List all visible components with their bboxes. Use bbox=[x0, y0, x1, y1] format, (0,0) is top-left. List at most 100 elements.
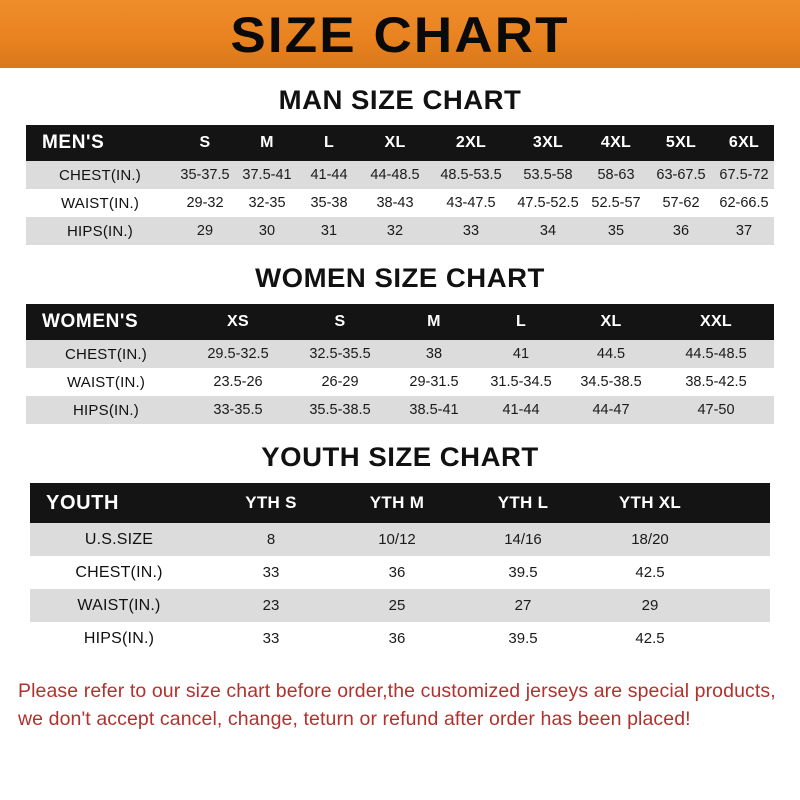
men-header-label: MEN'S bbox=[26, 125, 174, 161]
women-size-col-5: XXL bbox=[658, 304, 774, 340]
table-row: WAIST(IN.) 23.5-26 26-29 29-31.5 31.5-34… bbox=[26, 368, 774, 396]
youth-size-col-2: YTH L bbox=[460, 483, 586, 523]
women-cell-0-4: 44.5 bbox=[564, 340, 658, 368]
youth-cell-3-2: 39.5 bbox=[460, 622, 586, 655]
youth-section-title: YOUTH SIZE CHART bbox=[261, 442, 539, 472]
women-cell-2-4: 44-47 bbox=[564, 396, 658, 424]
table-row: WAIST(IN.) 29-32 32-35 35-38 38-43 43-47… bbox=[26, 189, 774, 217]
women-size-col-2: M bbox=[390, 304, 478, 340]
youth-size-table: YOUTH YTH S YTH M YTH L YTH XL U.S.SIZE … bbox=[30, 483, 770, 655]
men-row-label-0: CHEST(IN.) bbox=[26, 161, 174, 189]
women-size-col-4: XL bbox=[564, 304, 658, 340]
women-cell-2-3: 41-44 bbox=[478, 396, 564, 424]
youth-cell-1-spacer bbox=[714, 556, 770, 589]
youth-cell-3-0: 33 bbox=[208, 622, 334, 655]
men-cell-0-4: 48.5-53.5 bbox=[430, 161, 512, 189]
table-row: HIPS(IN.) 33-35.5 35.5-38.5 38.5-41 41-4… bbox=[26, 396, 774, 424]
youth-cell-2-2: 27 bbox=[460, 589, 586, 622]
youth-row-label-3: HIPS(IN.) bbox=[30, 622, 208, 655]
men-cell-0-6: 58-63 bbox=[584, 161, 648, 189]
women-cell-2-1: 35.5-38.5 bbox=[290, 396, 390, 424]
men-cell-2-2: 31 bbox=[298, 217, 360, 245]
table-row: CHEST(IN.) 33 36 39.5 42.5 bbox=[30, 556, 770, 589]
men-cell-1-3: 38-43 bbox=[360, 189, 430, 217]
women-cell-2-2: 38.5-41 bbox=[390, 396, 478, 424]
women-cell-2-5: 47-50 bbox=[658, 396, 774, 424]
men-cell-2-0: 29 bbox=[174, 217, 236, 245]
order-policy-note: Please refer to our size chart before or… bbox=[18, 677, 782, 734]
youth-cell-1-1: 36 bbox=[334, 556, 460, 589]
men-cell-0-2: 41-44 bbox=[298, 161, 360, 189]
men-size-col-7: 5XL bbox=[648, 125, 714, 161]
youth-cell-1-0: 33 bbox=[208, 556, 334, 589]
men-cell-2-5: 34 bbox=[512, 217, 584, 245]
women-cell-0-5: 44.5-48.5 bbox=[658, 340, 774, 368]
men-cell-1-5: 47.5-52.5 bbox=[512, 189, 584, 217]
men-cell-1-0: 29-32 bbox=[174, 189, 236, 217]
men-size-col-0: S bbox=[174, 125, 236, 161]
youth-cell-2-spacer bbox=[714, 589, 770, 622]
table-row: HIPS(IN.) 29 30 31 32 33 34 35 36 37 bbox=[26, 217, 774, 245]
men-cell-0-0: 35-37.5 bbox=[174, 161, 236, 189]
men-cell-2-8: 37 bbox=[714, 217, 774, 245]
men-size-col-5: 3XL bbox=[512, 125, 584, 161]
youth-cell-0-3: 18/20 bbox=[586, 523, 714, 556]
youth-cell-3-1: 36 bbox=[334, 622, 460, 655]
youth-cell-2-3: 29 bbox=[586, 589, 714, 622]
youth-spacer-col bbox=[714, 483, 770, 523]
women-cell-2-0: 33-35.5 bbox=[186, 396, 290, 424]
men-cell-1-7: 57-62 bbox=[648, 189, 714, 217]
men-row-label-1: WAIST(IN.) bbox=[26, 189, 174, 217]
banner-title: SIZE CHART bbox=[230, 7, 570, 63]
women-cell-0-0: 29.5-32.5 bbox=[186, 340, 290, 368]
men-cell-1-4: 43-47.5 bbox=[430, 189, 512, 217]
youth-cell-2-0: 23 bbox=[208, 589, 334, 622]
youth-cell-0-2: 14/16 bbox=[460, 523, 586, 556]
youth-row-label-1: CHEST(IN.) bbox=[30, 556, 208, 589]
men-cell-0-7: 63-67.5 bbox=[648, 161, 714, 189]
youth-cell-1-3: 42.5 bbox=[586, 556, 714, 589]
women-cell-0-3: 41 bbox=[478, 340, 564, 368]
women-row-label-1: WAIST(IN.) bbox=[26, 368, 186, 396]
note-line-1: Please refer to our size chart before or… bbox=[18, 680, 776, 702]
women-cell-1-0: 23.5-26 bbox=[186, 368, 290, 396]
men-size-col-1: M bbox=[236, 125, 298, 161]
women-row-label-2: HIPS(IN.) bbox=[26, 396, 186, 424]
men-cell-2-7: 36 bbox=[648, 217, 714, 245]
women-section-title: WOMEN SIZE CHART bbox=[255, 263, 545, 293]
men-cell-2-6: 35 bbox=[584, 217, 648, 245]
youth-cell-0-1: 10/12 bbox=[334, 523, 460, 556]
youth-row-label-2: WAIST(IN.) bbox=[30, 589, 208, 622]
youth-cell-0-0: 8 bbox=[208, 523, 334, 556]
men-cell-2-3: 32 bbox=[360, 217, 430, 245]
table-row: CHEST(IN.) 29.5-32.5 32.5-35.5 38 41 44.… bbox=[26, 340, 774, 368]
youth-cell-3-spacer bbox=[714, 622, 770, 655]
men-header-row: MEN'S S M L XL 2XL 3XL 4XL 5XL 6XL bbox=[26, 125, 774, 161]
men-cell-2-1: 30 bbox=[236, 217, 298, 245]
page-banner: SIZE CHART bbox=[0, 0, 800, 68]
youth-size-col-1: YTH M bbox=[334, 483, 460, 523]
men-cell-2-4: 33 bbox=[430, 217, 512, 245]
men-cell-1-6: 52.5-57 bbox=[584, 189, 648, 217]
men-cell-0-5: 53.5-58 bbox=[512, 161, 584, 189]
men-cell-0-8: 67.5-72 bbox=[714, 161, 774, 189]
men-cell-1-1: 32-35 bbox=[236, 189, 298, 217]
women-cell-0-1: 32.5-35.5 bbox=[290, 340, 390, 368]
men-size-col-8: 6XL bbox=[714, 125, 774, 161]
note-line-2: we don't accept cancel, change, teturn o… bbox=[18, 708, 691, 731]
youth-cell-3-3: 42.5 bbox=[586, 622, 714, 655]
men-size-col-6: 4XL bbox=[584, 125, 648, 161]
women-header-label: WOMEN'S bbox=[26, 304, 186, 340]
table-row: U.S.SIZE 8 10/12 14/16 18/20 bbox=[30, 523, 770, 556]
women-cell-1-4: 34.5-38.5 bbox=[564, 368, 658, 396]
men-size-table: MEN'S S M L XL 2XL 3XL 4XL 5XL 6XL CHEST… bbox=[26, 125, 774, 245]
youth-cell-0-spacer bbox=[714, 523, 770, 556]
women-size-table: WOMEN'S XS S M L XL XXL CHEST(IN.) 29.5-… bbox=[26, 304, 774, 424]
women-cell-1-2: 29-31.5 bbox=[390, 368, 478, 396]
youth-header-label: YOUTH bbox=[30, 483, 208, 523]
men-cell-0-1: 37.5-41 bbox=[236, 161, 298, 189]
women-cell-1-5: 38.5-42.5 bbox=[658, 368, 774, 396]
men-cell-0-3: 44-48.5 bbox=[360, 161, 430, 189]
women-cell-1-3: 31.5-34.5 bbox=[478, 368, 564, 396]
